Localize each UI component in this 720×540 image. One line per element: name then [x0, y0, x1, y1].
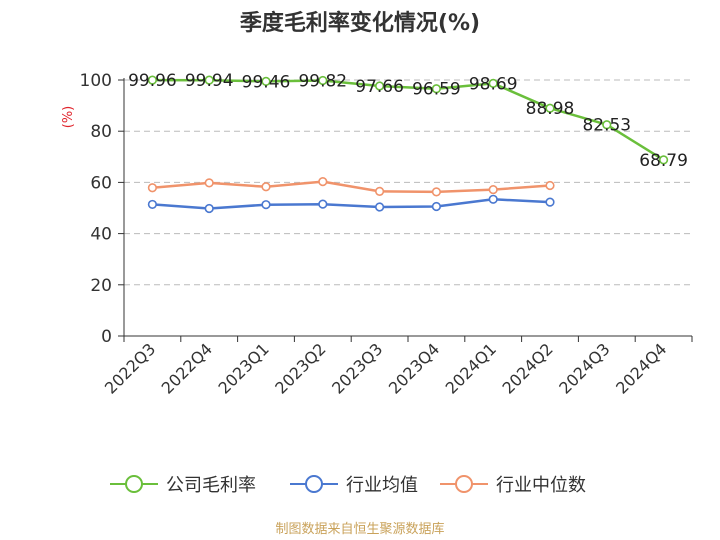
- data-point: [318, 199, 328, 209]
- x-tick-label: 2024Q1: [442, 339, 500, 397]
- series-line-2: [152, 180, 551, 194]
- data-label: 88.98: [526, 99, 575, 119]
- data-point: [488, 184, 498, 195]
- source-note: 制图数据来自恒生聚源数据库: [275, 521, 444, 537]
- legend-marker: [305, 475, 323, 493]
- data-point: [261, 182, 271, 192]
- data-point: [204, 178, 214, 188]
- data-point: [147, 183, 157, 193]
- x-tick-label: 2024Q2: [498, 339, 556, 397]
- legend-marker: [125, 475, 143, 493]
- data-point: [431, 201, 442, 212]
- data-point: [545, 103, 555, 113]
- data-point: [261, 200, 271, 210]
- data-label: 99.94: [185, 71, 234, 91]
- legend-label: 行业均值: [346, 475, 418, 496]
- data-point: [318, 75, 328, 86]
- data-point: [147, 199, 157, 210]
- legend: 公司毛利率 行业均值 行业中位数: [110, 475, 586, 496]
- data-point: [261, 76, 271, 86]
- x-tick-label: 2024Q4: [612, 339, 670, 397]
- series-lines: [147, 75, 669, 214]
- data-point: [545, 180, 555, 191]
- data-point: [488, 194, 498, 204]
- x-tick-label: 2023Q1: [214, 339, 272, 397]
- x-tick-label: 2022Q3: [101, 339, 159, 397]
- data-point: [375, 202, 385, 212]
- data-label: 99.82: [298, 71, 347, 91]
- data-point: [602, 120, 612, 130]
- data-label: 99.46: [242, 72, 291, 92]
- data-point: [204, 203, 214, 214]
- data-label: 68.79: [639, 151, 688, 171]
- x-tick-label: 2023Q4: [385, 339, 443, 397]
- y-tick-label: 60: [90, 173, 112, 193]
- data-label: 96.59: [412, 80, 461, 100]
- legend-label: 行业中位数: [496, 475, 586, 496]
- x-tick-label: 2023Q3: [328, 339, 386, 397]
- data-point: [375, 186, 385, 196]
- data-point: [147, 75, 157, 85]
- data-point: [431, 84, 442, 94]
- data-point: [318, 177, 328, 187]
- series-line-1: [152, 198, 551, 210]
- y-axis-label: (%): [61, 106, 76, 129]
- legend-marker: [455, 475, 473, 493]
- x-tick-label: 2024Q3: [555, 339, 613, 397]
- data-point: [545, 197, 555, 207]
- data-point: [431, 187, 442, 197]
- data-point: [204, 75, 214, 85]
- data-label: 82.53: [582, 116, 631, 136]
- data-point: [488, 78, 498, 88]
- data-label: 97.66: [355, 77, 404, 97]
- data-labels: 99.96 99.94 99.46 99.82 97.66 96.59 98.69 88.98…: [128, 71, 688, 171]
- y-tick-label: 100: [80, 71, 112, 91]
- y-tick-label: 0: [101, 327, 112, 347]
- legend-label: 公司毛利率: [166, 475, 256, 496]
- y-tick-label: 80: [90, 122, 112, 142]
- series-line-0: [152, 78, 665, 161]
- y-tick-label: 40: [90, 225, 112, 245]
- chart-title: 季度毛利率变化情况(%): [240, 10, 480, 36]
- y-tick-label: 20: [90, 276, 112, 296]
- data-point: [658, 155, 669, 165]
- data-label: 98.69: [469, 74, 518, 94]
- x-tick-label: 2023Q2: [271, 339, 329, 397]
- x-tick-label: 2022Q4: [158, 339, 216, 397]
- data-point: [375, 81, 385, 91]
- data-label: 99.96: [128, 71, 177, 91]
